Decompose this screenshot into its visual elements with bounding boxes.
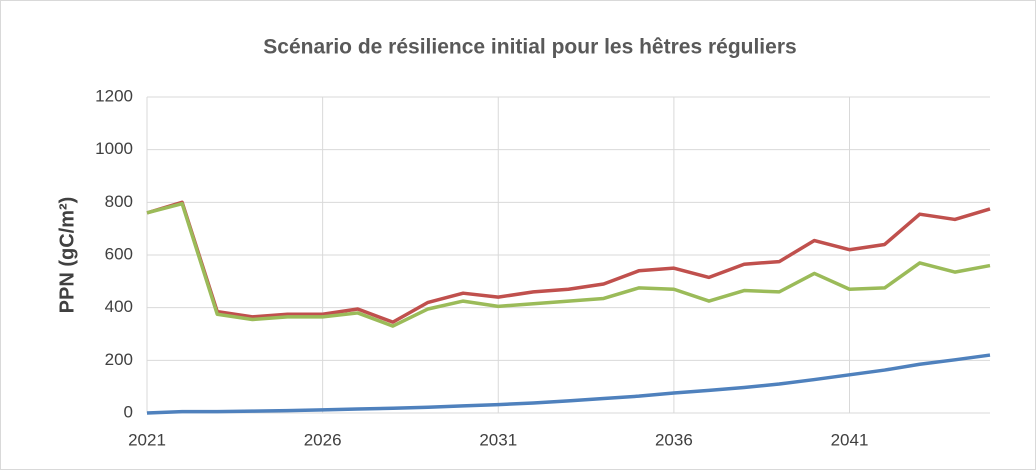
x-tick-label: 2021 <box>128 430 166 449</box>
y-tick-label: 600 <box>105 244 133 263</box>
series-line <box>146 200 991 324</box>
series-line <box>146 201 991 328</box>
y-tick-label: 0 <box>124 402 133 421</box>
y-tick-label: 400 <box>105 297 133 316</box>
x-tick-label: 2026 <box>304 430 342 449</box>
y-tick-label: 800 <box>105 192 133 211</box>
chart-title: Scénario de résilience initial pour les … <box>263 36 796 59</box>
y-axis-label: PPN (gC/m²) <box>56 197 78 314</box>
y-tick-label: 1200 <box>95 86 133 105</box>
x-tick-label: 2031 <box>479 430 517 449</box>
x-tick-label: 2036 <box>655 430 693 449</box>
y-tick-label: 200 <box>105 350 133 369</box>
series-line <box>146 353 991 415</box>
x-tick-label: 2041 <box>831 430 869 449</box>
y-tick-label: 1000 <box>95 139 133 158</box>
